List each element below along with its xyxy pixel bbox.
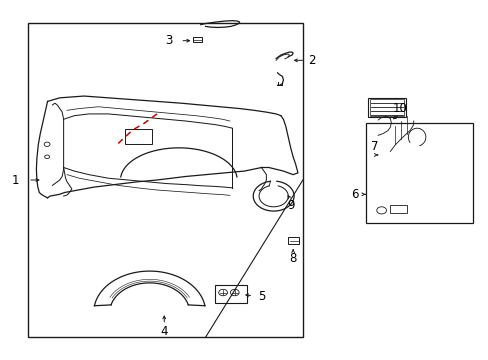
Bar [193, 37, 202, 42]
Text: 8: 8 [289, 252, 296, 265]
Text: 4: 4 [160, 325, 168, 338]
Bar [215, 285, 246, 303]
Text: 2: 2 [307, 54, 315, 67]
Text: 3: 3 [165, 34, 172, 47]
Bar [287, 237, 298, 244]
Bar [389, 205, 407, 213]
Bar [125, 129, 152, 144]
Text: 5: 5 [257, 289, 264, 303]
Bar [366, 123, 472, 223]
Text: 6: 6 [351, 188, 358, 201]
Text: 10: 10 [392, 102, 407, 115]
Bar [28, 23, 302, 337]
Bar [370, 99, 404, 116]
Text: 7: 7 [370, 140, 378, 153]
Bar [368, 98, 406, 117]
Text: 9: 9 [286, 198, 294, 212]
Text: 1: 1 [11, 174, 19, 186]
